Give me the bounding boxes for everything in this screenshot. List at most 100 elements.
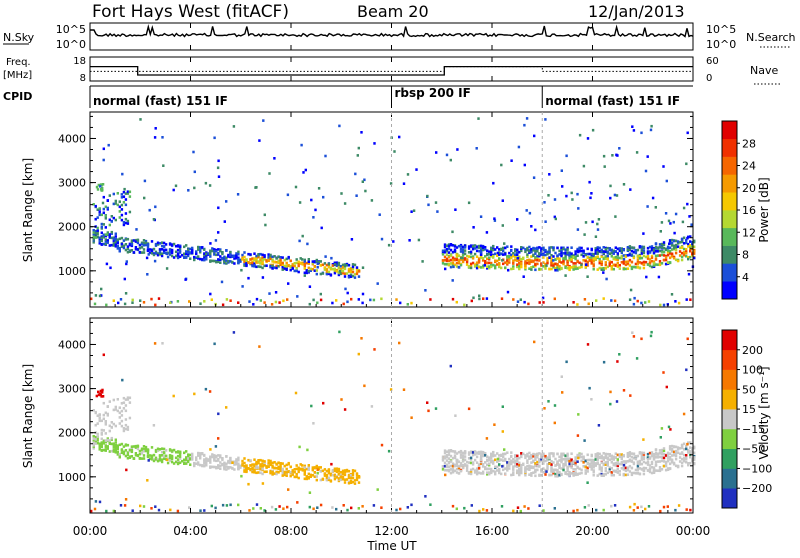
heatmap-pixel <box>560 246 563 250</box>
heatmap-pixel <box>548 473 551 477</box>
heatmap-pixel <box>161 342 164 345</box>
heatmap-pixel <box>447 259 451 262</box>
heatmap-pixel <box>564 454 567 457</box>
heatmap-pixel <box>572 265 575 269</box>
heatmap-pixel <box>449 243 453 247</box>
heatmap-pixel <box>642 453 646 456</box>
heatmap-pixel <box>412 209 416 212</box>
heatmap-pixel <box>447 244 451 248</box>
heatmap-pixel <box>530 466 533 470</box>
heatmap-pixel <box>325 476 329 479</box>
heatmap-pixel <box>195 250 198 253</box>
heatmap-pixel <box>192 150 195 154</box>
heatmap-pixel <box>634 266 638 269</box>
heatmap-pixel <box>313 466 316 469</box>
heatmap-pixel <box>349 481 353 484</box>
heatmap-pixel <box>658 455 662 459</box>
heatmap-pixel <box>213 259 216 263</box>
heatmap-pixel <box>285 471 288 474</box>
heatmap-pixel <box>203 248 206 251</box>
heatmap-pixel <box>243 457 246 460</box>
heatmap-pixel <box>108 233 111 236</box>
heatmap-pixel <box>622 468 625 471</box>
heatmap-pixel <box>638 463 642 466</box>
heatmap-pixel <box>520 265 523 269</box>
heatmap-pixel <box>259 265 262 269</box>
heatmap-pixel <box>515 251 519 254</box>
heatmap-pixel <box>514 461 517 465</box>
heatmap-pixel <box>122 452 126 456</box>
heatmap-pixel <box>187 457 190 460</box>
heatmap-pixel <box>251 257 254 260</box>
heatmap-pixel <box>134 246 138 249</box>
heatmap-pixel <box>126 443 130 447</box>
heatmap-pixel <box>426 401 429 404</box>
heatmap-pixel <box>398 135 401 139</box>
heatmap-pixel <box>516 469 519 472</box>
x-tick-label: 12:00 <box>374 524 409 538</box>
heatmap-pixel <box>445 247 449 251</box>
heatmap-pixel <box>249 258 252 261</box>
heatmap-pixel <box>263 464 266 467</box>
heatmap-pixel <box>652 466 656 469</box>
heatmap-pixel <box>169 301 172 304</box>
heatmap-pixel <box>98 448 101 451</box>
heatmap-pixel <box>570 472 573 475</box>
heatmap-pixel <box>333 473 337 477</box>
heatmap-pixel <box>343 275 347 278</box>
heatmap-pixel <box>652 260 656 263</box>
heatmap-pixel <box>291 470 294 474</box>
heatmap-pixel <box>134 247 138 251</box>
heatmap-pixel <box>122 244 126 248</box>
heatmap-pixel <box>622 473 625 477</box>
heatmap-pixel <box>490 467 493 471</box>
heatmap-pixel <box>546 261 549 265</box>
heatmap-pixel <box>594 462 597 465</box>
heatmap-pixel <box>510 473 513 477</box>
heatmap-pixel <box>152 253 156 257</box>
heatmap-pixel <box>483 264 486 267</box>
heatmap-pixel <box>500 472 503 476</box>
heatmap-pixel <box>174 244 178 248</box>
heatmap-pixel <box>100 287 103 291</box>
heatmap-pixel <box>114 199 117 203</box>
heatmap-pixel <box>100 437 103 441</box>
heatmap-pixel <box>341 263 345 267</box>
heatmap-pixel <box>217 412 220 416</box>
heatmap-pixel <box>646 263 650 266</box>
y-tick-label: 2000 <box>58 427 86 440</box>
heatmap-pixel <box>526 255 529 258</box>
heatmap-pixel <box>624 267 628 271</box>
heatmap-pixel <box>518 473 521 477</box>
heatmap-pixel <box>490 265 493 269</box>
heatmap-pixel <box>524 267 527 271</box>
heatmap-pixel <box>578 247 581 250</box>
heatmap-pixel <box>596 255 599 258</box>
heatmap-pixel <box>471 463 475 466</box>
heatmap-pixel <box>664 256 668 259</box>
heatmap-pixel <box>634 457 638 461</box>
heatmap-pixel <box>97 183 100 187</box>
heatmap-pixel <box>540 247 543 250</box>
heatmap-pixel <box>120 442 124 446</box>
heatmap-pixel <box>687 451 690 454</box>
heatmap-pixel <box>116 203 119 207</box>
heatmap-pixel <box>560 261 563 264</box>
heatmap-pixel <box>299 257 302 260</box>
heatmap-pixel <box>122 223 126 227</box>
heatmap-pixel <box>301 263 304 266</box>
heatmap-pixel <box>600 469 603 472</box>
heatmap-pixel <box>343 469 347 472</box>
heatmap-pixel <box>616 247 619 251</box>
heatmap-pixel <box>147 253 150 256</box>
heatmap-pixel <box>577 413 580 416</box>
heatmap-pixel <box>510 461 513 465</box>
heatmap-pixel <box>546 252 549 256</box>
heatmap-pixel <box>586 256 589 259</box>
heatmap-pixel <box>138 246 142 250</box>
heatmap-pixel <box>301 469 304 472</box>
heatmap-pixel <box>565 194 568 198</box>
heatmap-pixel <box>243 259 246 262</box>
heatmap-pixel <box>457 266 461 269</box>
heatmap-pixel <box>229 251 232 254</box>
